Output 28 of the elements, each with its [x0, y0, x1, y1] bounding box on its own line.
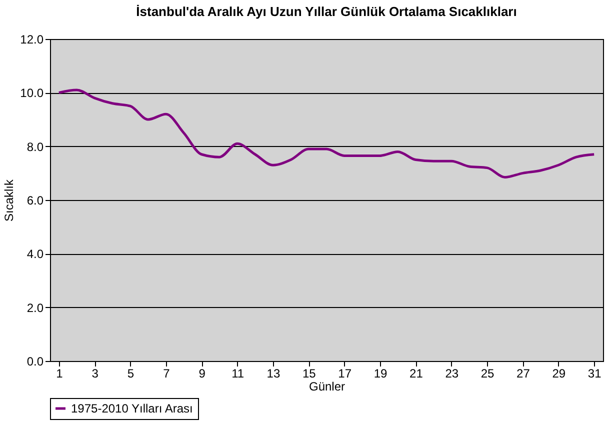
x-tick-label: 15 [302, 366, 316, 380]
x-tick-label: 17 [338, 366, 352, 380]
x-tick-label: 31 [588, 366, 602, 380]
x-tick-label: 29 [552, 366, 566, 380]
x-tick-label: 3 [92, 366, 99, 380]
x-tick-label: 1 [56, 366, 64, 380]
x-tick-label: 11 [232, 366, 244, 380]
y-tick-label: 10.0 [20, 86, 44, 100]
x-tick-label: 25 [480, 366, 495, 380]
y-tick-label: 2.0 [26, 300, 44, 315]
y-tick-label: 8.0 [26, 140, 44, 154]
x-tick-label: 5 [127, 366, 134, 380]
x-tick-label: 23 [445, 366, 459, 380]
line-series [58, 88, 596, 178]
y-axis-title: Sıcaklık [2, 178, 16, 222]
y-tick-label: 0.0 [26, 354, 44, 368]
chart-title: İstanbul'da Aralık Ayı Uzun Yıllar Günlük Ortalama Sıcaklıkları [136, 4, 517, 19]
y-tick-label: 4.0 [26, 247, 44, 262]
legend-label: 1975-2010 Yılları Arası [71, 402, 193, 416]
x-tick-label: 7 [163, 366, 170, 380]
y-tick-label: 12.0 [20, 32, 44, 46]
x-tick-label: 13 [266, 366, 280, 380]
x-axis-title: Günler [308, 380, 346, 394]
y-tick-label: 6.0 [26, 194, 44, 208]
x-tick-label: 19 [374, 366, 388, 380]
x-tick-label: 27 [516, 366, 530, 380]
x-tick-label: 21 [410, 366, 424, 380]
x-tick-label: 9 [198, 366, 206, 380]
